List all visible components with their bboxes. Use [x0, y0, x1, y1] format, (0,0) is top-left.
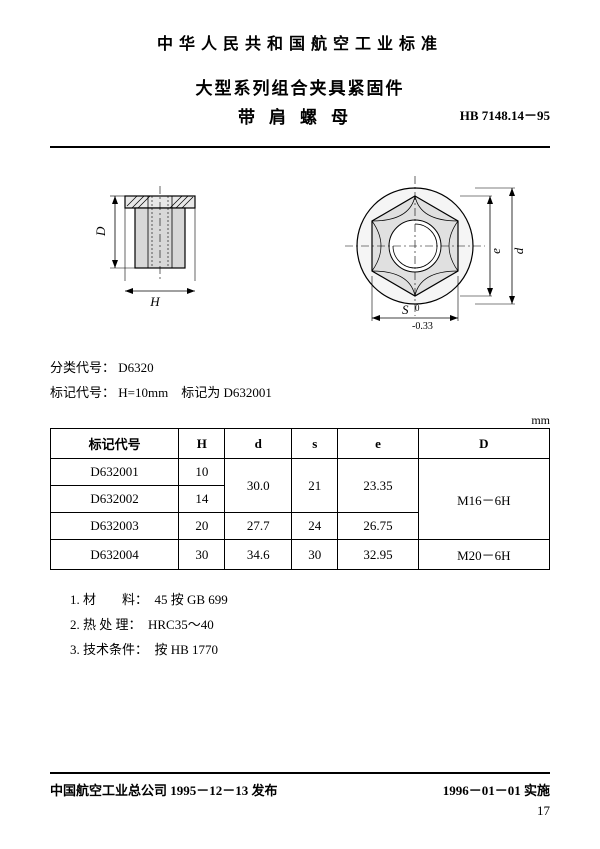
note-2: 2. 热 处 理： HRC35～40: [70, 613, 550, 638]
notes-block: 1. 材 料： 45 按 GB 699 2. 热 处 理： HRC35～40 3…: [70, 588, 550, 662]
class-value-2: H=10mm 标记为 D632001: [118, 385, 272, 400]
table-header-row: 标记代号 H d s e D: [51, 429, 550, 459]
svg-text:D: D: [93, 226, 108, 237]
footer-publisher: 中国航空工业总公司 1995－12－13 发布: [50, 780, 278, 799]
title-line-2: 带肩螺母: [238, 103, 362, 128]
unit-label: mm: [50, 413, 550, 428]
table-row: D632004 30 34.6 30 32.95 M20－6H: [51, 540, 550, 570]
note-3: 3. 技术条件： 按 HB 1770: [70, 638, 550, 663]
col-d: d: [225, 429, 292, 459]
col-e: e: [338, 429, 418, 459]
classification-block: 分类代号： D6320 标记代号： H=10mm 标记为 D632001: [50, 356, 550, 405]
svg-text:e: e: [488, 248, 503, 254]
top-view-diagram: d e S 0 -0.33: [320, 161, 550, 341]
document-header: 中华人民共和国航空工业标准: [50, 30, 550, 54]
spec-table: 标记代号 H d s e D D632001 10 30.0 21 23.35 …: [50, 428, 550, 570]
svg-text:-0.33: -0.33: [412, 321, 433, 332]
col-code: 标记代号: [51, 429, 179, 459]
svg-text:d: d: [511, 247, 526, 254]
side-view-diagram: D H: [70, 166, 250, 336]
class-label-1: 分类代号：: [50, 360, 115, 375]
title-line-1: 大型系列组合夹具紧固件: [50, 74, 550, 99]
svg-text:H: H: [149, 294, 160, 309]
footer-effective: 1996－01－01 实施: [443, 780, 550, 799]
standard-number: HB 7148.14－95: [460, 105, 550, 124]
col-H: H: [179, 429, 225, 459]
technical-diagram: D H: [50, 156, 550, 346]
table-row: D632001 10 30.0 21 23.35 M16－6H: [51, 459, 550, 486]
class-label-2: 标记代号：: [50, 385, 115, 400]
col-D: D: [418, 429, 549, 459]
page-number: 17: [50, 803, 550, 819]
svg-text:0: 0: [415, 303, 420, 313]
col-s: s: [292, 429, 338, 459]
bottom-divider: [50, 772, 550, 774]
svg-text:S: S: [402, 302, 409, 317]
top-divider: [50, 146, 550, 148]
note-1: 1. 材 料： 45 按 GB 699: [70, 588, 550, 613]
class-value-1: D6320: [118, 360, 153, 375]
